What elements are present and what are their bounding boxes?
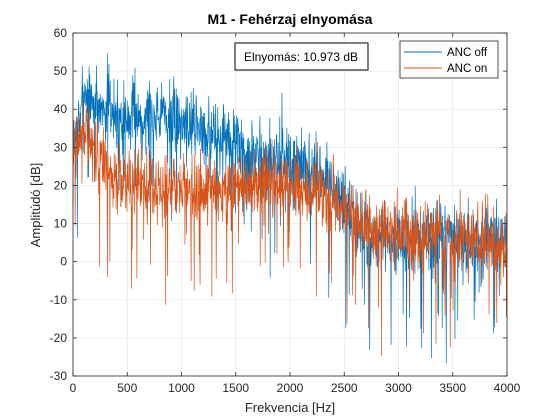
x-tick-label: 3000 <box>385 381 412 395</box>
y-tick-label: -30 <box>50 369 68 383</box>
legend-box <box>399 40 499 79</box>
x-tick-label: 500 <box>117 381 137 395</box>
axis-ticks: 0 500 1000 1500 2000 2500 3000 3500 4000-30-20-1… <box>50 26 521 395</box>
annotation-box: Elnyomás: 10.973 dB <box>234 42 369 71</box>
y-tick-label: 50 <box>54 64 68 78</box>
legend-label-anc-on: ANC on <box>447 63 487 75</box>
y-tick-label: 40 <box>54 102 68 116</box>
y-tick-label: 60 <box>54 26 68 40</box>
x-tick-label: 2000 <box>277 381 304 395</box>
x-axis-label: Frekvencia [Hz] <box>245 400 335 415</box>
y-axis-label: Amplitúdó [dB] <box>28 163 43 248</box>
x-tick-label: 0 <box>70 381 77 395</box>
x-tick-label: 1000 <box>168 381 195 395</box>
series-line-anc-on <box>72 100 508 357</box>
y-tick-label: -10 <box>50 293 68 307</box>
x-tick-label: 2500 <box>331 381 358 395</box>
y-tick-label: -20 <box>50 331 68 345</box>
y-tick-label: 30 <box>54 140 68 154</box>
annotation-text: Elnyomás: 10.973 dB <box>244 50 358 64</box>
legend: ANC off ANC on <box>399 40 499 79</box>
legend-label-anc-off: ANC off <box>447 47 488 59</box>
chart-title: M1 - Fehérzaj elnyomása <box>208 11 373 27</box>
x-tick-label: 3500 <box>439 381 466 395</box>
y-tick-label: 10 <box>54 217 68 231</box>
x-tick-label: 1500 <box>222 381 249 395</box>
y-tick-label: 0 <box>60 255 67 269</box>
x-tick-label: 4000 <box>494 381 521 395</box>
y-tick-label: 20 <box>54 178 68 192</box>
series-layer <box>72 53 508 364</box>
